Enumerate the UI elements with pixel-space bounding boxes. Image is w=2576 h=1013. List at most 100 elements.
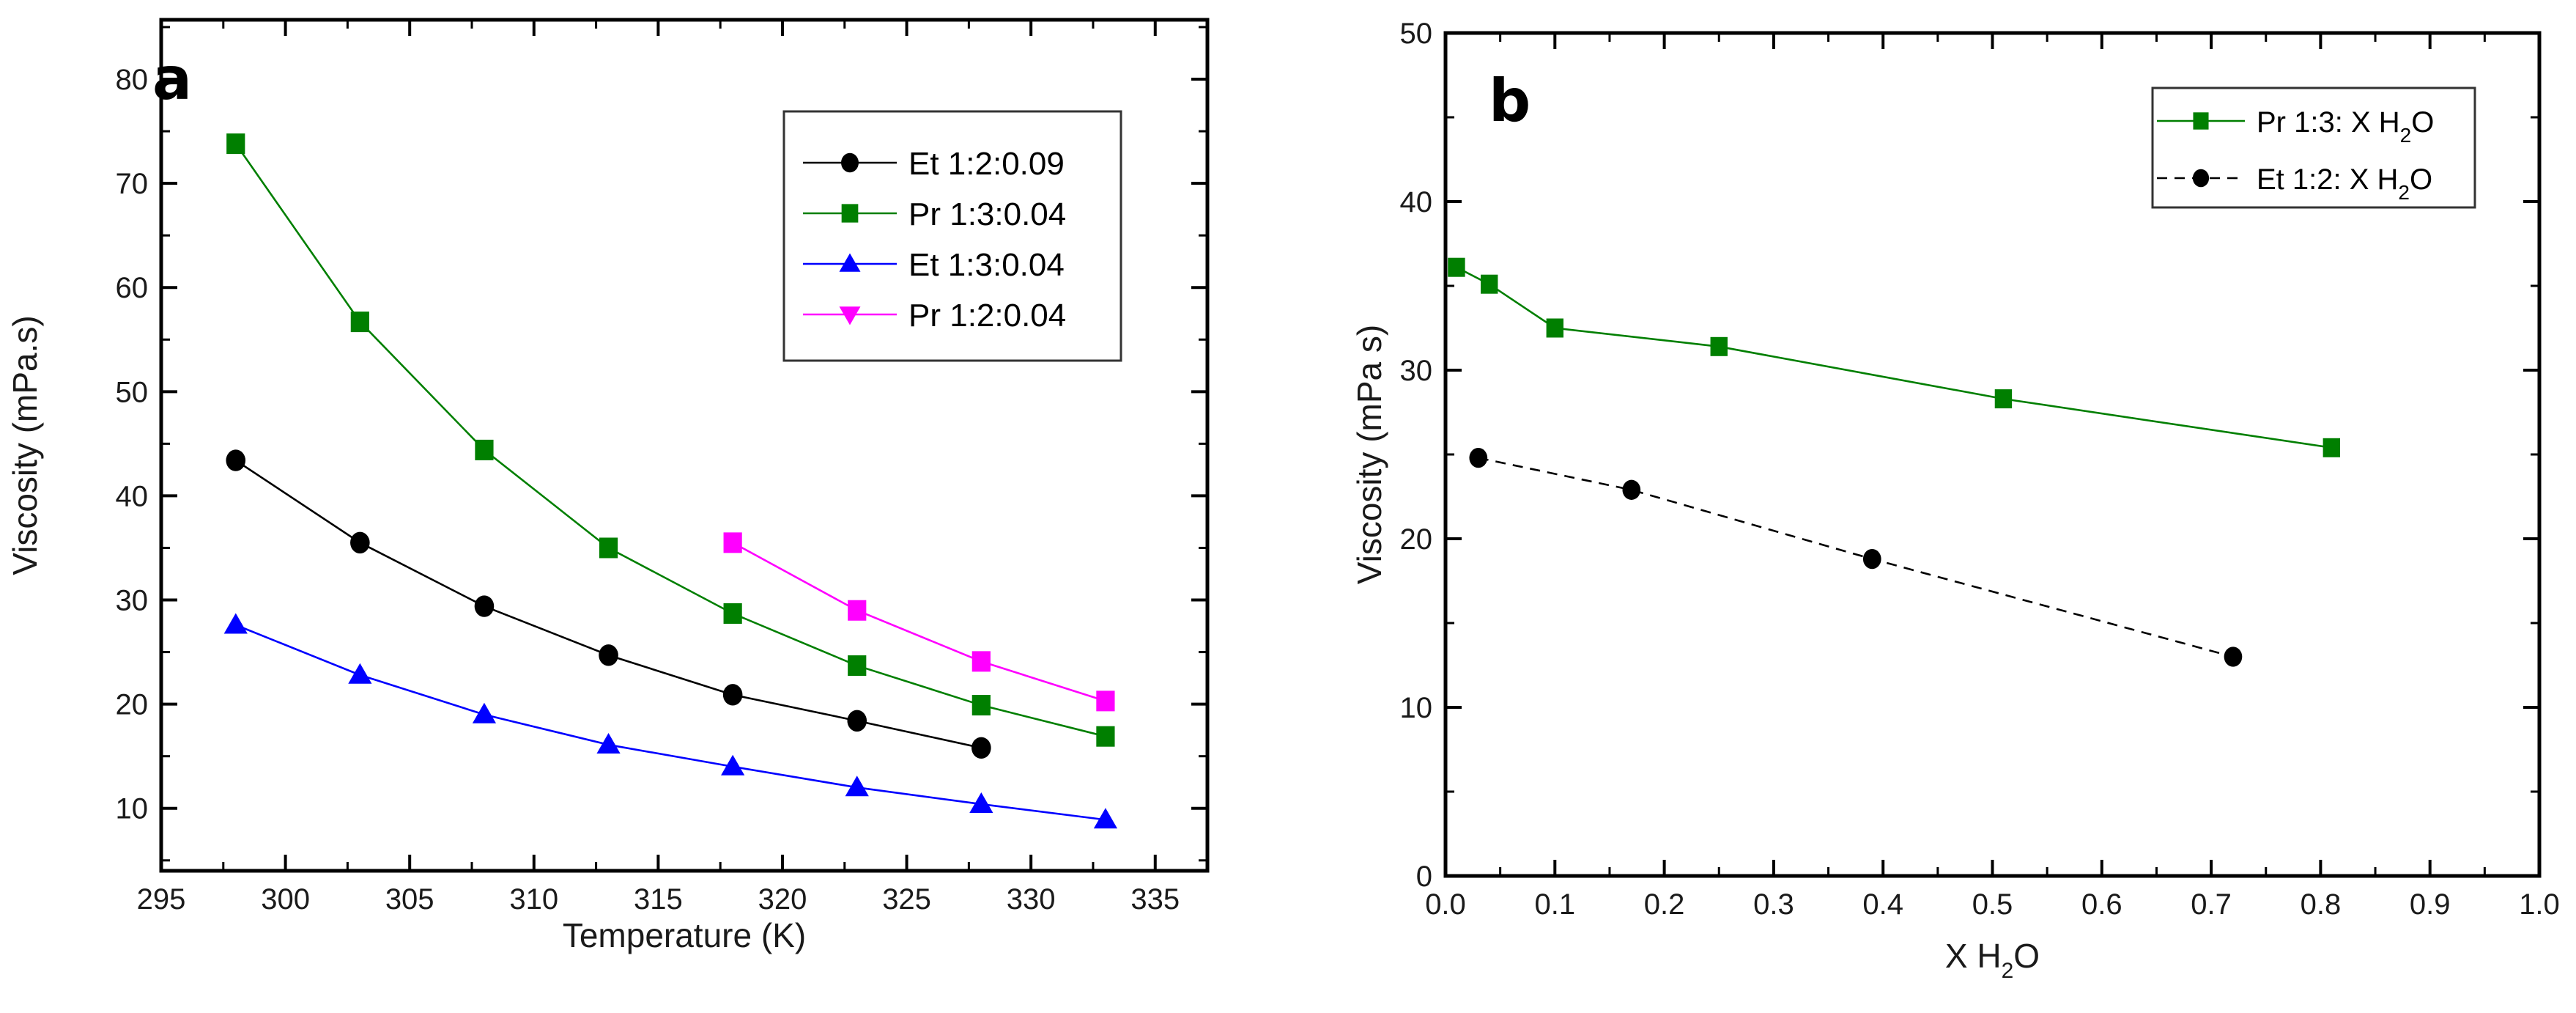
panel-a-y-axis-title: Viscosity (mPa.s) xyxy=(6,315,44,575)
data-point-pr-1-3-x-h2o xyxy=(1448,257,1465,277)
legend-label: Pr 1:3: X H2O xyxy=(2257,106,2434,147)
data-point-pr-1-2-0-04 xyxy=(723,532,742,553)
x-tick-label: 325 xyxy=(882,883,931,916)
x-tick-label: 330 xyxy=(1007,883,1056,916)
y-tick-label: 30 xyxy=(1400,355,1433,387)
data-point-et-1-2-0-09 xyxy=(350,531,370,554)
panel-a-x-axis-title: Temperature (K) xyxy=(563,916,806,954)
legend-label: Et 1:2: X H2O xyxy=(2257,163,2432,204)
y-tick-label: 60 xyxy=(116,272,149,304)
data-point-et-1-3-0-04 xyxy=(472,702,497,723)
data-point-pr-1-3-x-h2o xyxy=(1994,389,2013,409)
x-tick-label: 0.5 xyxy=(1972,888,2013,921)
legend-item-pr-1-2-0-04: Pr 1:2:0.04 xyxy=(803,298,1066,334)
legend-label: Pr 1:3:0.04 xyxy=(908,196,1066,232)
panel-a-legend: Et 1:2:0.09 Pr 1:3:0.04 Et 1:3:0.04 Pr 1:2:… xyxy=(782,110,1122,362)
x-tick-label: 300 xyxy=(261,883,310,916)
data-point-pr-1-2-0-04 xyxy=(971,651,991,672)
series-et-1-2-x-h2o xyxy=(1469,447,2243,667)
data-point-pr-1-3-0-04 xyxy=(971,695,991,716)
x-tick-label: 0.1 xyxy=(1534,888,1575,921)
data-point-et-1-3-0-04 xyxy=(348,663,372,684)
data-point-pr-1-2-0-04 xyxy=(848,600,867,621)
y-tick-label: 20 xyxy=(116,689,149,721)
x-tick-label: 0.4 xyxy=(1862,888,1903,921)
legend-marker-square xyxy=(841,204,859,223)
panel-b-y-axis-title: Viscosity (mPa s) xyxy=(1350,325,1388,584)
x-tick-label: 0.8 xyxy=(2301,888,2342,921)
series-pr-1-3-x-h2o xyxy=(1448,257,2341,457)
data-point-pr-1-3-0-04 xyxy=(475,439,494,460)
series-pr-1-2-0-04 xyxy=(723,532,1115,712)
y-tick-label: 50 xyxy=(1400,18,1433,50)
data-point-et-1-2-x-h2o xyxy=(2224,647,2243,667)
legend-label: Et 1:3:0.04 xyxy=(908,247,1065,283)
legend-item-et-1-2-x-h2o: Et 1:2: X H2O xyxy=(2157,163,2432,204)
series-line-et-1-3-0-04 xyxy=(235,624,1106,821)
x-tick-label: 305 xyxy=(385,883,434,916)
series-line-pr-1-2-0-04 xyxy=(732,542,1106,702)
x-tick-label: 320 xyxy=(758,883,807,916)
data-point-et-1-3-0-04 xyxy=(721,754,745,776)
panel-a: 295 300 305 310 315 320 325 330 335 10 20 30 40 50 60 7… xyxy=(6,18,1210,954)
y-tick-label: 40 xyxy=(116,480,149,512)
data-point-pr-1-3-x-h2o xyxy=(1481,274,1498,294)
x-tick-label: 0.7 xyxy=(2191,888,2232,921)
data-point-pr-1-3-x-h2o xyxy=(1546,318,1563,338)
data-point-et-1-3-0-04 xyxy=(223,613,248,634)
x-tick-label: 0.3 xyxy=(1753,888,1794,921)
series-line-pr-1-3-x-h2o xyxy=(1456,266,2332,449)
legend-marker-circle xyxy=(2192,169,2210,188)
data-point-et-1-2-0-09 xyxy=(971,737,991,759)
data-point-et-1-2-0-09 xyxy=(474,595,495,617)
panel-b-ticks: 0.0 0.1 0.2 0.3 0.4 0.5 0.6 0.7 0.8 0.9 1.0 0 10 20 30… xyxy=(1400,18,2560,921)
panel-b-x-axis-title: X H2O xyxy=(1945,937,2040,983)
data-point-et-1-2-0-09 xyxy=(722,684,743,706)
legend-item-pr-1-3-x-h2o: Pr 1:3: X H2O xyxy=(2157,106,2434,147)
data-point-pr-1-3-0-04 xyxy=(723,603,742,624)
series-line-et-1-2-0-09 xyxy=(235,460,982,749)
y-tick-label: 10 xyxy=(1400,692,1433,724)
legend-item-et-1-3-0-04: Et 1:3:0.04 xyxy=(803,247,1065,283)
series-line-et-1-2-x-h2o xyxy=(1478,457,2234,658)
series-line-pr-1-3-0-04 xyxy=(234,143,1106,737)
panel-a-axes-frame xyxy=(159,18,1210,873)
x-tick-label: 0.9 xyxy=(2410,888,2451,921)
legend-label: Pr 1:2:0.04 xyxy=(908,298,1066,334)
data-point-pr-1-3-0-04 xyxy=(226,133,245,155)
panel-b: 0.0 0.1 0.2 0.3 0.4 0.5 0.6 0.7 0.8 0.9 1.0 0 10 20 30… xyxy=(1350,18,2560,983)
data-point-et-1-3-0-04 xyxy=(845,776,869,797)
y-tick-label: 20 xyxy=(1400,523,1433,556)
data-point-pr-1-3-0-04 xyxy=(350,312,369,333)
data-point-et-1-2-x-h2o xyxy=(1469,447,1488,468)
legend-item-et-1-2-0-09: Et 1:2:0.09 xyxy=(803,146,1065,182)
data-point-et-1-2-x-h2o xyxy=(1862,548,1881,570)
y-tick-label: 50 xyxy=(116,376,149,408)
panel-b-plot-area xyxy=(1448,257,2341,667)
y-tick-label: 10 xyxy=(116,793,149,825)
data-point-pr-1-3-x-h2o xyxy=(1710,336,1728,356)
y-tick-label: 40 xyxy=(1400,186,1433,218)
data-point-et-1-2-0-09 xyxy=(226,449,246,471)
panel-a-label: a xyxy=(152,45,192,113)
legend-frame xyxy=(782,110,1122,362)
y-tick-label: 70 xyxy=(116,168,149,200)
x-tick-label: 335 xyxy=(1130,883,1180,916)
x-tick-label: 310 xyxy=(509,883,558,916)
x-tick-label: 0.0 xyxy=(1425,888,1466,921)
panel-a-plot-area xyxy=(223,133,1118,829)
data-point-pr-1-3-x-h2o xyxy=(2323,438,2341,457)
x-tick-label: 295 xyxy=(137,883,186,916)
data-point-et-1-3-0-04 xyxy=(969,792,993,813)
data-point-et-1-3-0-04 xyxy=(596,732,621,754)
y-tick-label: 0 xyxy=(1416,861,1432,893)
legend-marker-triangle-down xyxy=(839,306,861,325)
y-tick-label: 30 xyxy=(116,585,149,617)
legend-marker-square xyxy=(2193,112,2209,130)
data-point-pr-1-3-0-04 xyxy=(599,537,618,559)
panel-b-label: b xyxy=(1489,67,1531,135)
data-point-et-1-3-0-04 xyxy=(1093,808,1118,829)
panel-a-ticks: 295 300 305 310 315 320 325 330 335 10 20 30 40 50 60 7… xyxy=(116,20,1207,916)
x-tick-label: 315 xyxy=(634,883,683,916)
